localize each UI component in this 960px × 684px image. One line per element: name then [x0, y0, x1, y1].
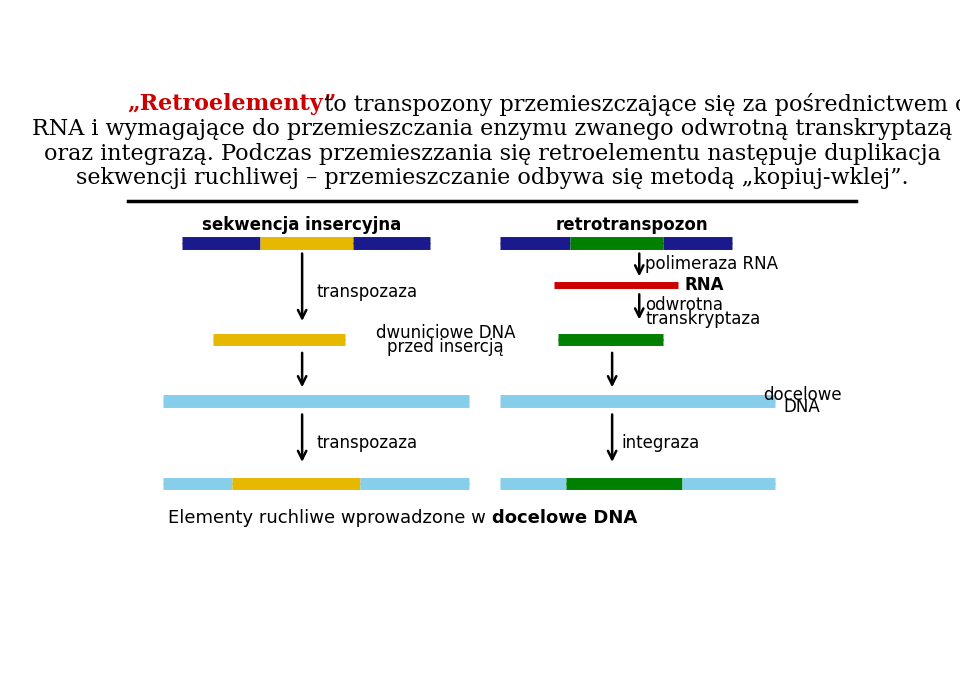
Text: retrotranspozon: retrotranspozon [555, 216, 708, 235]
Text: polimeraza RNA: polimeraza RNA [645, 255, 779, 273]
Text: transpozaza: transpozaza [316, 434, 418, 452]
Text: integraza: integraza [621, 434, 700, 452]
Text: sekwencja insercyjna: sekwencja insercyjna [203, 216, 401, 235]
Text: RNA i wymagające do przemieszczania enzymu zwanego odwrotną transkryptazą: RNA i wymagające do przemieszczania enzy… [32, 118, 952, 140]
Text: oraz integrazą. Podczas przemieszzania się retroelementu następuje duplikacja: oraz integrazą. Podczas przemieszzania s… [43, 143, 941, 165]
Text: transpozaza: transpozaza [316, 283, 418, 301]
Text: sekwencji ruchliwej – przemieszczanie odbywa się metodą „kopiuj-wklej”.: sekwencji ruchliwej – przemieszczanie od… [76, 168, 908, 189]
Text: dwuniciowe DNA: dwuniciowe DNA [375, 324, 516, 342]
Text: docelowe DNA: docelowe DNA [492, 509, 637, 527]
Text: DNA: DNA [783, 398, 821, 416]
Text: przed insercją: przed insercją [387, 338, 504, 356]
Text: to transpozony przemieszczające się za pośrednictwem cząsteczki: to transpozony przemieszczające się za p… [128, 93, 960, 116]
Text: odwrotna: odwrotna [645, 296, 724, 315]
Text: „Retroelementy”: „Retroelementy” [128, 94, 337, 116]
Text: docelowe: docelowe [762, 386, 841, 404]
Text: transkryptaza: transkryptaza [645, 311, 760, 328]
Text: RNA: RNA [684, 276, 724, 294]
Text: Elementy ruchliwe wprowadzone w: Elementy ruchliwe wprowadzone w [168, 509, 492, 527]
